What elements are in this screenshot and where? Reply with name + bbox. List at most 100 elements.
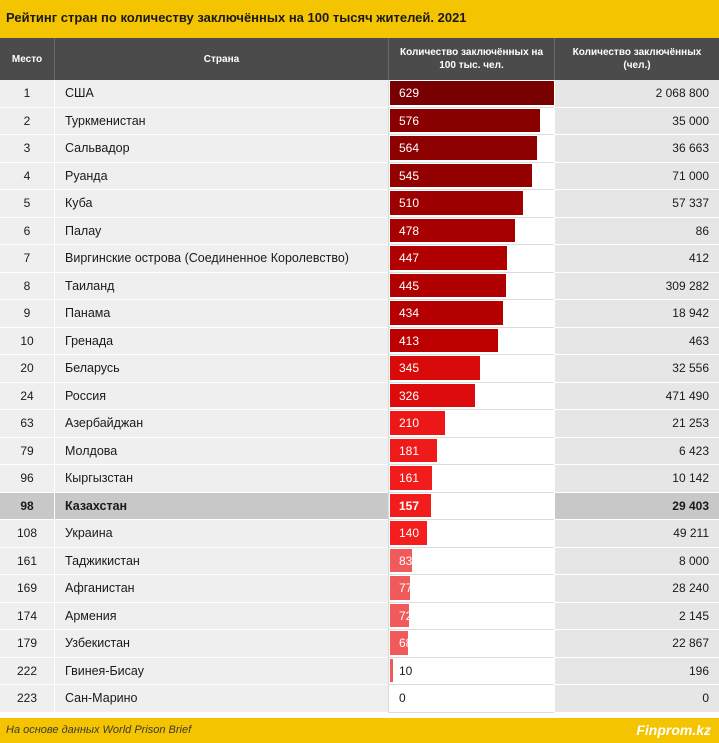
table-header: Место Страна Количество заключённых на 1… — [0, 38, 719, 80]
country-cell: Афганистан — [54, 575, 388, 603]
table-row: 9 Панама 434 18 942 — [0, 300, 719, 328]
rate-label: 445 — [399, 278, 420, 293]
rate-label: 140 — [399, 526, 420, 541]
rank-cell: 4 — [0, 162, 54, 190]
table-row: 7 Виргинские острова (Соединенное Королев… — [0, 245, 719, 273]
table-row: 79 Молдова 181 6 423 — [0, 437, 719, 465]
rank-cell: 7 — [0, 245, 54, 273]
country-cell: Армения — [54, 602, 388, 630]
rate-bar — [390, 383, 475, 407]
rate-label: 157 — [399, 498, 420, 513]
rate-cell: 83 — [388, 547, 554, 575]
total-cell: 6 423 — [554, 437, 719, 465]
total-cell: 463 — [554, 327, 719, 355]
table-row: 1 США 629 2 068 800 — [0, 80, 719, 108]
rank-cell: 96 — [0, 465, 54, 493]
rank-cell: 222 — [0, 657, 54, 685]
header-rank: Место — [11, 53, 43, 65]
rate-cell: 447 — [388, 245, 554, 273]
rate-cell: 629 — [388, 80, 554, 108]
country-cell: Виргинские острова (Соединенное Королевс… — [54, 245, 388, 273]
rate-cell: 210 — [388, 410, 554, 438]
rate-bar — [390, 246, 507, 270]
rate-cell: 545 — [388, 162, 554, 190]
country-cell: Гренада — [54, 327, 388, 355]
table-row: 63 Азербайджан 210 21 253 — [0, 410, 719, 438]
table-row: 4 Руанда 545 71 000 — [0, 162, 719, 190]
rate-bar — [390, 658, 393, 682]
rate-cell: 161 — [388, 465, 554, 493]
rank-cell: 5 — [0, 190, 54, 218]
country-cell: Россия — [54, 382, 388, 410]
rate-label: 564 — [399, 141, 420, 156]
total-cell: 471 490 — [554, 382, 719, 410]
rank-cell: 8 — [0, 272, 54, 300]
rank-cell: 10 — [0, 327, 54, 355]
table-row: 108 Украина 140 49 211 — [0, 520, 719, 548]
country-cell: Таджикистан — [54, 547, 388, 575]
rate-bar — [390, 136, 538, 160]
total-cell: 57 337 — [554, 190, 719, 218]
country-cell: Кыргызстан — [54, 465, 388, 493]
rate-label: 10 — [399, 663, 413, 678]
rate-cell: 140 — [388, 520, 554, 548]
rate-bar — [390, 301, 504, 325]
rate-bar — [390, 493, 431, 517]
country-cell: Украина — [54, 520, 388, 548]
rate-cell: 326 — [388, 382, 554, 410]
rate-cell: 68 — [388, 630, 554, 658]
rate-label: 510 — [399, 196, 420, 211]
rate-label: 345 — [399, 361, 420, 376]
country-cell: Панама — [54, 300, 388, 328]
footer-bar: На основе данных World Prison Brief Finp… — [0, 718, 719, 743]
rate-bar — [390, 411, 445, 435]
rate-label: 478 — [399, 223, 420, 238]
rate-cell: 72 — [388, 602, 554, 630]
rate-cell: 10 — [388, 657, 554, 685]
rate-bar — [390, 273, 507, 297]
total-cell: 196 — [554, 657, 719, 685]
total-cell: 36 663 — [554, 135, 719, 163]
total-cell: 412 — [554, 245, 719, 273]
chart-title: Рейтинг стран по количеству заключённых … — [6, 10, 467, 25]
rate-cell: 434 — [388, 300, 554, 328]
total-cell: 49 211 — [554, 520, 719, 548]
rate-bar — [390, 81, 554, 105]
table-row: 20 Беларусь 345 32 556 — [0, 355, 719, 383]
header-total: Количество заключённых (чел.) — [554, 38, 719, 80]
rate-cell: 77 — [388, 575, 554, 603]
total-cell: 71 000 — [554, 162, 719, 190]
country-cell: Гвинея-Бисау — [54, 657, 388, 685]
country-cell: США — [54, 80, 388, 108]
rate-label: 413 — [399, 333, 420, 348]
rate-bar — [390, 466, 432, 490]
rate-cell: 413 — [388, 327, 554, 355]
country-cell: Руанда — [54, 162, 388, 190]
total-cell: 18 942 — [554, 300, 719, 328]
rank-cell: 98 — [0, 492, 54, 520]
table-row: 24 Россия 326 471 490 — [0, 382, 719, 410]
table-row: 174 Армения 72 2 145 — [0, 602, 719, 630]
rank-cell: 174 — [0, 602, 54, 630]
total-cell: 8 000 — [554, 547, 719, 575]
table-row: 6 Палау 478 86 — [0, 217, 719, 245]
total-cell: 21 253 — [554, 410, 719, 438]
rate-bar — [390, 218, 515, 242]
title-bar: Рейтинг стран по количеству заключённых … — [0, 0, 719, 38]
rate-label: 629 — [399, 86, 420, 101]
rate-bar — [390, 603, 409, 627]
rate-label: 434 — [399, 306, 420, 321]
rate-cell: 478 — [388, 217, 554, 245]
rate-bar — [390, 438, 438, 462]
rate-bar — [390, 328, 498, 352]
rate-label: 447 — [399, 251, 420, 266]
country-cell: Куба — [54, 190, 388, 218]
table-row: 179 Узбекистан 68 22 867 — [0, 630, 719, 658]
total-cell: 35 000 — [554, 107, 719, 135]
total-cell: 32 556 — [554, 355, 719, 383]
table-row: 223 Сан-Марино 0 0 — [0, 685, 719, 713]
rank-cell: 20 — [0, 355, 54, 383]
country-cell: Казахстан — [54, 492, 388, 520]
rate-label: 68 — [399, 636, 413, 651]
